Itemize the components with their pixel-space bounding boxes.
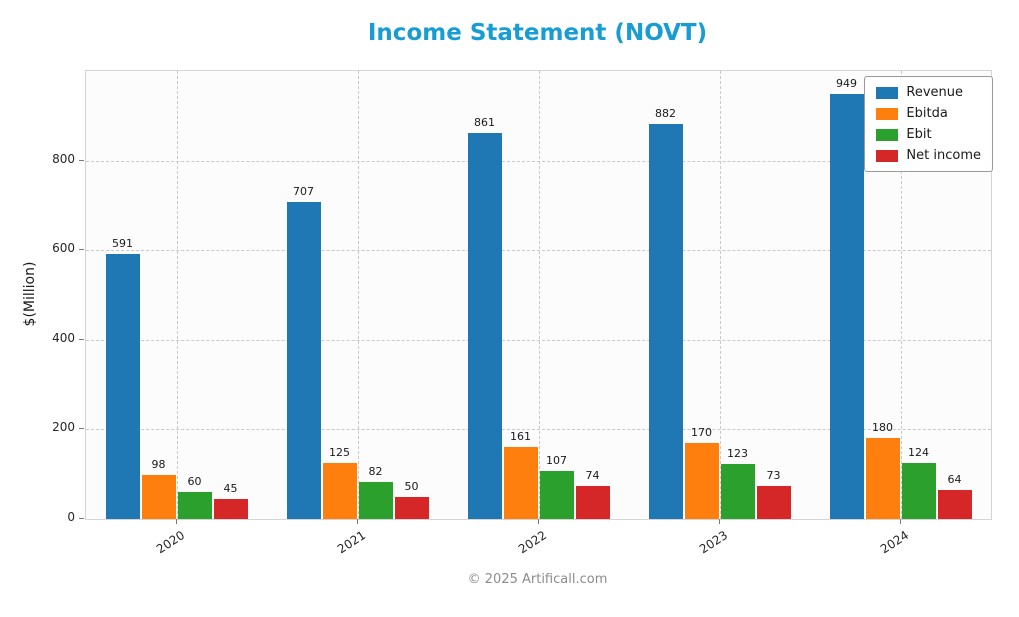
x-tick-label: 2021 bbox=[334, 528, 369, 557]
bar-value-label: 64 bbox=[947, 473, 962, 487]
legend-entry-revenue: Revenue bbox=[876, 85, 981, 100]
bar-value-label: 707 bbox=[293, 185, 314, 199]
y-tick-label: 200 bbox=[52, 420, 75, 435]
legend-entry-net-income: Net income bbox=[876, 148, 981, 163]
bar-net-income-2021 bbox=[394, 496, 429, 519]
bar-ebit-2023 bbox=[720, 463, 755, 519]
bar-value-label: 161 bbox=[510, 429, 531, 443]
ebitda-swatch bbox=[876, 107, 899, 120]
bar-revenue-2021 bbox=[286, 202, 321, 519]
bar-value-label: 882 bbox=[655, 106, 676, 120]
y-tick-mark bbox=[79, 428, 84, 430]
bar-value-label: 124 bbox=[908, 446, 929, 460]
y-tick-label: 600 bbox=[52, 241, 75, 256]
y-tick-label: 400 bbox=[52, 330, 75, 345]
legend-label-ebitda: Ebitda bbox=[906, 106, 948, 121]
x-tick-label: 2024 bbox=[877, 528, 912, 557]
bar-value-label: 125 bbox=[329, 446, 350, 459]
x-tick-label: 2020 bbox=[153, 528, 188, 557]
x-tick-mark bbox=[899, 519, 901, 524]
bar-ebitda-2024 bbox=[865, 438, 900, 519]
bar-value-label: 82 bbox=[368, 465, 383, 479]
v-gridline bbox=[719, 71, 721, 519]
bar-ebit-2022 bbox=[539, 471, 574, 519]
legend-label-ebit: Ebit bbox=[906, 127, 932, 142]
bar-revenue-2020 bbox=[105, 254, 140, 519]
bar-value-label: 98 bbox=[151, 458, 166, 472]
bar-revenue-2022 bbox=[467, 133, 502, 519]
v-gridline bbox=[538, 71, 540, 519]
bar-value-label: 123 bbox=[727, 446, 748, 460]
v-gridline bbox=[176, 71, 178, 519]
x-tick-label: 2023 bbox=[696, 528, 731, 557]
bar-value-label: 50 bbox=[404, 479, 419, 493]
y-tick-mark bbox=[79, 159, 84, 161]
x-tick-mark bbox=[718, 519, 720, 524]
bar-ebitda-2022 bbox=[503, 446, 538, 519]
bar-value-label: 591 bbox=[112, 237, 133, 251]
bar-value-label: 949 bbox=[836, 76, 857, 90]
legend-entry-ebit: Ebit bbox=[876, 127, 981, 142]
legend-entry-ebitda: Ebitda bbox=[876, 106, 981, 121]
footer-text: © 2025 Artificall.com bbox=[467, 572, 608, 587]
bar-ebitda-2021 bbox=[322, 463, 357, 519]
bar-value-label: 180 bbox=[872, 421, 893, 435]
v-gridline bbox=[900, 71, 902, 519]
x-tick-mark bbox=[175, 519, 177, 524]
x-tick-mark bbox=[356, 519, 358, 524]
bar-value-label: 74 bbox=[585, 468, 600, 482]
bar-ebit-2021 bbox=[358, 482, 393, 519]
bar-value-label: 73 bbox=[766, 469, 781, 483]
bar-value-label: 45 bbox=[223, 481, 238, 495]
y-tick-mark bbox=[79, 338, 84, 340]
plot-area: 591 98 60 45 707 125 82 50 861 161 107 74 882 170 123 7… bbox=[85, 70, 992, 520]
bar-value-label: 107 bbox=[546, 454, 567, 468]
bar-value-label: 170 bbox=[691, 425, 712, 439]
legend: Revenue Ebitda Ebit Net income bbox=[864, 76, 993, 172]
bar-net-income-2020 bbox=[213, 498, 248, 519]
bar-revenue-2024 bbox=[829, 93, 864, 519]
ebit-swatch bbox=[876, 128, 899, 141]
y-tick-label: 800 bbox=[52, 151, 75, 166]
legend-label-net-income: Net income bbox=[906, 148, 981, 163]
x-tick-label: 2022 bbox=[515, 528, 550, 557]
bar-revenue-2023 bbox=[648, 123, 683, 519]
y-axis-label: $(Million) bbox=[22, 261, 38, 327]
v-gridline bbox=[357, 71, 359, 519]
net-income-swatch bbox=[876, 149, 899, 162]
legend-label-revenue: Revenue bbox=[906, 85, 964, 100]
bar-net-income-2024 bbox=[937, 490, 972, 519]
x-tick-mark bbox=[537, 519, 539, 524]
bar-value-label: 60 bbox=[187, 475, 202, 489]
y-tick-mark bbox=[79, 249, 84, 251]
bar-net-income-2022 bbox=[575, 485, 610, 519]
bar-net-income-2023 bbox=[756, 486, 791, 519]
bar-ebit-2024 bbox=[901, 463, 936, 519]
revenue-swatch bbox=[876, 86, 899, 99]
bar-value-label: 861 bbox=[474, 116, 495, 130]
bar-ebitda-2020 bbox=[141, 475, 176, 519]
y-tick-mark bbox=[79, 518, 84, 519]
bar-ebit-2020 bbox=[177, 492, 212, 519]
y-tick-label: 0 bbox=[67, 510, 75, 524]
chart-title: Income Statement (NOVT) bbox=[367, 20, 708, 46]
bar-ebitda-2023 bbox=[684, 442, 719, 519]
